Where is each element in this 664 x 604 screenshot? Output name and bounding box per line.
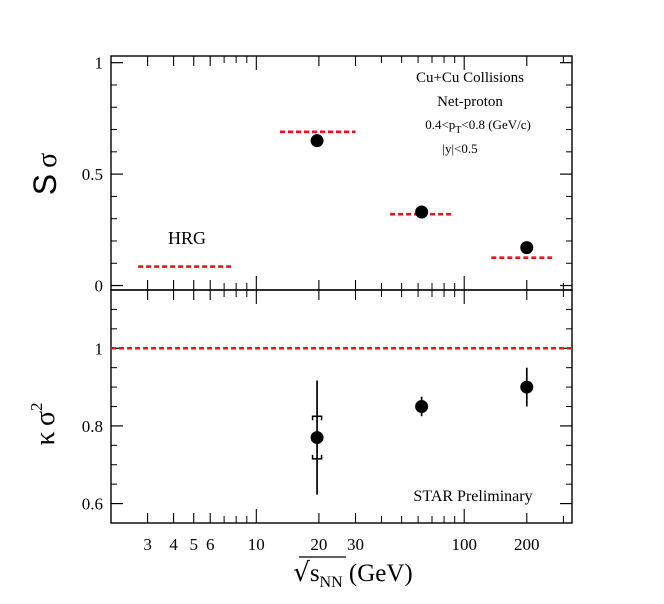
x-label-sub: NN — [320, 574, 344, 591]
bottom-ylabel: κσ2 — [27, 402, 61, 445]
x-axis-label: √sNN (GeV) — [293, 558, 413, 591]
top-panel-frame — [110, 55, 573, 291]
y-tick-label: 0.6 — [82, 495, 103, 514]
x-tick-label: 20 — [310, 535, 327, 554]
bottom-ylabel-kappa: κ — [30, 432, 61, 446]
y-tick-label: 0.5 — [82, 165, 103, 184]
x-tick-label: 6 — [206, 535, 215, 554]
top-ylabel-s: S — [27, 174, 63, 195]
top-ylabel-sigma: σ — [32, 153, 63, 168]
x-label-s: s — [310, 560, 320, 587]
data-point — [520, 380, 534, 394]
y-tick-label: 1 — [95, 54, 104, 73]
annotation-collision: Cu+Cu Collisions — [416, 70, 524, 86]
bottom-panel-marks — [111, 346, 572, 495]
data-point — [415, 205, 429, 219]
annotation-rapidity: |y|<0.5 — [442, 141, 477, 156]
x-tick-label: 4 — [169, 535, 178, 554]
annotation-particle: Net-proton — [437, 94, 503, 110]
x-tick-label: 5 — [189, 535, 198, 554]
x-tick-label: 30 — [347, 535, 364, 554]
annotation-pt: 0.4<pT<0.8 (GeV/c) — [425, 117, 531, 136]
x-label-unit: (GeV) — [343, 560, 413, 587]
bottom-ylabel-sigma: σ — [30, 411, 61, 426]
legend-hrg-label: HRG — [168, 228, 206, 248]
top-panel-ticks: 00.51 — [82, 54, 572, 296]
y-tick-label: 1 — [95, 339, 104, 358]
bottom-panel-ticks: 0.6 0.8 1 — [82, 290, 572, 523]
annotation-pt-sub: T — [455, 125, 461, 136]
x-tick-label: 200 — [514, 535, 540, 554]
y-tick-label: 0.8 — [82, 417, 103, 436]
annotation-pt-prefix: 0.4<p — [425, 117, 455, 132]
y-tick-label: 0 — [95, 277, 104, 296]
x-tick-label: 10 — [248, 535, 265, 554]
sys-bracket-top — [311, 415, 323, 421]
data-point — [520, 241, 534, 255]
x-tick-label: 100 — [451, 535, 477, 554]
data-point — [310, 134, 324, 148]
x-tick-labels: 3 4 5 6 10 20 30 100 200 — [143, 535, 539, 554]
x-tick-label: 3 — [143, 535, 152, 554]
data-point — [415, 400, 429, 413]
annotation-pt-suffix: <0.8 (GeV/c) — [461, 117, 530, 132]
top-ylabel: Sσ — [27, 153, 63, 195]
sys-bracket-bottom — [311, 454, 323, 460]
top-panel-marks — [138, 130, 553, 268]
annotation-preliminary: STAR Preliminary — [413, 488, 532, 505]
x-label-sqrt: √ — [293, 558, 310, 588]
data-point — [310, 431, 324, 445]
bottom-ylabel-sup: 2 — [27, 402, 46, 411]
